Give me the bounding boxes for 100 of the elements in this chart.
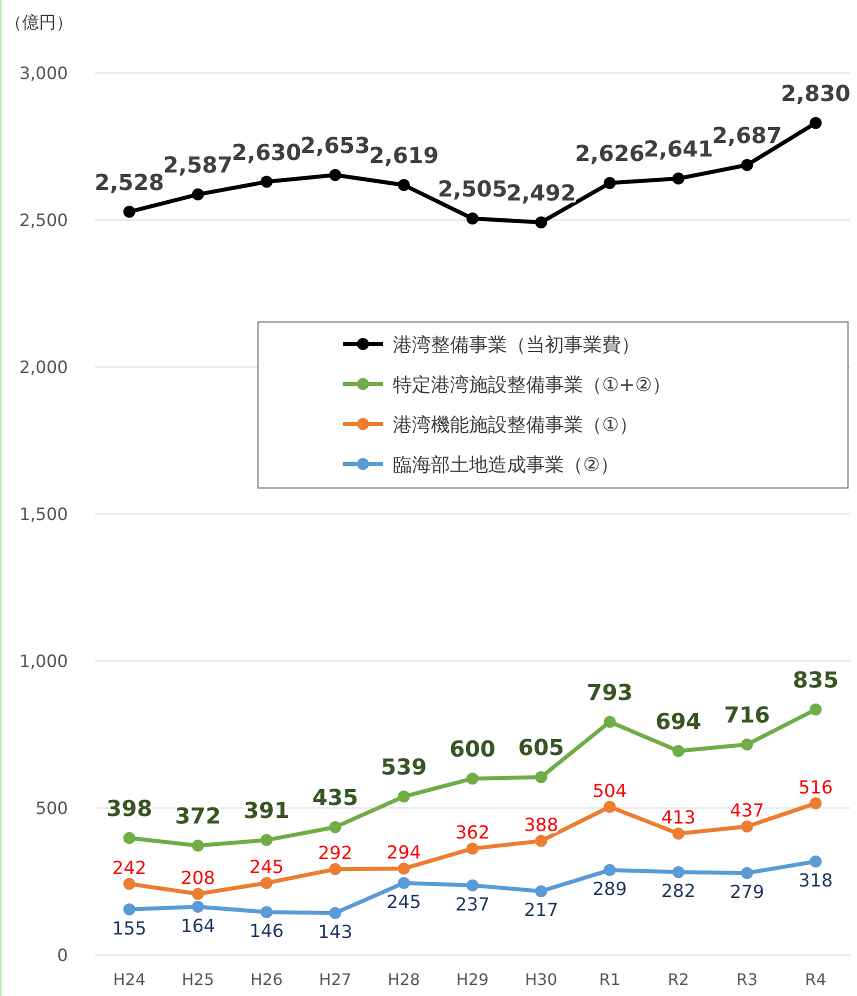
data-label: 289: [592, 879, 627, 900]
data-label: 164: [180, 916, 216, 937]
point: [466, 842, 478, 855]
point: [123, 206, 136, 218]
data-label: 793: [586, 680, 633, 706]
point: [260, 906, 273, 918]
data-label: 217: [524, 900, 558, 922]
x-tick-label: R3: [736, 970, 758, 989]
y-axis-title: （億円）: [5, 13, 73, 33]
x-tick-label: H27: [319, 970, 352, 989]
data-label: 242: [112, 858, 146, 879]
point: [329, 821, 342, 834]
data-label: 143: [318, 922, 352, 943]
point: [672, 172, 684, 185]
data-label: 2,492: [506, 181, 576, 206]
point: [672, 828, 684, 840]
y-tick-label: 500: [36, 799, 68, 819]
data-label: 600: [450, 738, 496, 763]
x-tick-label: R1: [599, 970, 620, 989]
point: [535, 216, 548, 228]
data-label: 294: [386, 842, 422, 864]
y-tick-label: 2,500: [19, 211, 68, 231]
x-tick-label: H25: [182, 970, 214, 989]
x-tick-label: H30: [524, 970, 558, 989]
point: [741, 738, 754, 750]
data-label: 413: [661, 808, 696, 829]
data-label: 2,528: [94, 170, 164, 196]
data-label: 2,630: [232, 140, 302, 166]
data-label: 279: [730, 882, 764, 903]
point: [329, 863, 342, 876]
data-label: 605: [518, 736, 564, 762]
point: [741, 866, 754, 879]
data-label: 2,830: [780, 82, 850, 107]
point: [398, 790, 410, 803]
data-label: 237: [455, 894, 490, 916]
legend-label: 臨海部土地造成事業（②）: [393, 454, 620, 476]
point: [123, 903, 136, 916]
data-label: 516: [798, 777, 833, 798]
data-label: 398: [106, 796, 152, 822]
point: [123, 832, 136, 844]
x-tick-label: H29: [456, 970, 489, 989]
point: [604, 716, 616, 728]
point: [604, 864, 616, 876]
point: [741, 820, 754, 833]
data-label: 318: [798, 870, 833, 892]
data-label: 245: [249, 856, 284, 878]
data-label: 2,619: [369, 144, 439, 170]
point: [810, 856, 822, 868]
data-label: 437: [730, 800, 764, 822]
legend-label: 特定港湾施設整備事業（①+②）: [393, 374, 671, 396]
data-label: 2,653: [300, 134, 370, 160]
y-tick-label: 1,500: [19, 505, 68, 525]
data-label: 2,626: [574, 142, 645, 167]
data-label: 372: [174, 804, 221, 830]
y-tick-label: 1,000: [19, 652, 68, 672]
point: [535, 885, 548, 898]
point: [192, 888, 204, 900]
point: [260, 876, 273, 889]
data-label: 716: [724, 703, 770, 728]
data-label: 391: [244, 799, 290, 824]
point: [192, 900, 204, 913]
legend-label: 港湾機能施設整備事業（①）: [393, 414, 638, 436]
point: [535, 834, 548, 847]
data-label: 539: [380, 756, 427, 781]
point: [398, 179, 410, 192]
x-tick-label: H26: [250, 970, 283, 989]
point: [260, 176, 273, 188]
point: [604, 176, 616, 189]
data-label: 2,641: [644, 138, 714, 163]
x-tick-label: H28: [388, 970, 420, 989]
point: [466, 772, 478, 785]
point: [466, 212, 478, 225]
x-tick-label: R2: [668, 970, 690, 989]
point: [810, 797, 822, 810]
data-label: 2,587: [163, 153, 233, 178]
y-tick-label: 2,000: [19, 358, 68, 378]
data-label: 362: [455, 822, 490, 844]
data-label: 146: [249, 921, 284, 942]
data-label: 2,505: [438, 178, 508, 203]
point: [260, 834, 273, 846]
data-label: 835: [792, 668, 839, 694]
x-tick-label: R4: [805, 970, 826, 989]
point: [329, 169, 342, 182]
x-tick-label: H24: [113, 970, 146, 989]
data-label: 208: [180, 868, 216, 889]
data-label: 694: [655, 710, 702, 735]
point: [398, 876, 410, 889]
point: [535, 771, 548, 784]
point: [810, 704, 822, 716]
legend-label: 港湾整備事業（当初事業費）: [393, 334, 640, 356]
data-label: 504: [592, 780, 627, 802]
point: [398, 862, 410, 875]
point: [741, 159, 754, 172]
point: [329, 906, 342, 919]
data-label: 155: [112, 918, 146, 940]
point: [672, 744, 684, 757]
data-label: 2,687: [712, 124, 782, 150]
data-label: 435: [312, 786, 358, 812]
data-label: 388: [524, 814, 558, 836]
point: [672, 866, 684, 878]
